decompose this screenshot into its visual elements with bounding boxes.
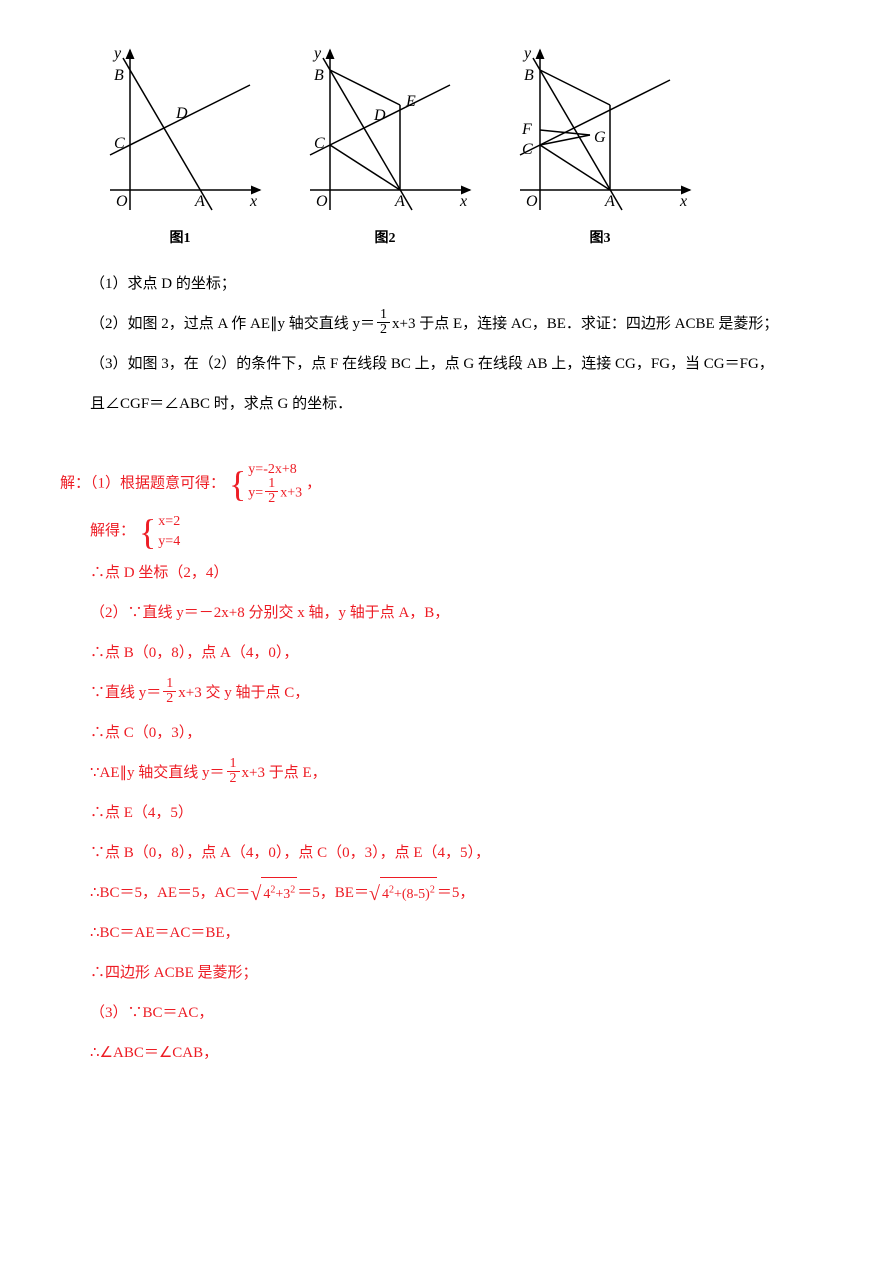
system-1: {y=-2x+8y=12x+3 [229,460,302,509]
solution-4: （2）∵直线 y＝－2x+8 分别交 x 轴，y 轴于点 A，B， [60,595,832,631]
problem-1: （1）求点 D 的坐标； [60,266,832,302]
solution-15-text: ∴∠ABC＝∠CAB， [90,1045,218,1061]
solution-8-text-b: x+3 于点 E， [242,765,327,781]
solution-4-text: （2）∵直线 y＝－2x+8 分别交 x 轴，y 轴于点 A，B， [90,605,449,621]
svg-text:B: B [524,67,534,84]
problem-3-text-a: （3）如图 3，在（2）的条件下，点 F 在线段 BC 上，点 G 在线段 AB… [90,356,774,372]
figure-2-caption: 图2 [375,222,396,256]
solution-14: （3）∵BC＝AC， [60,995,832,1031]
fraction-half-3: 12 [163,677,176,706]
solution-1: 解：（1）根据题意可得：{y=-2x+8y=12x+3， [60,460,832,509]
svg-text:G: G [594,129,606,146]
sys2-bot: y=4 [158,532,180,552]
figure-2: y B C O A x D E 图2 [290,40,480,256]
solution-7: ∴点 C（0，3）， [60,715,832,751]
figures-row: y B C O A x D 图1 [60,40,832,256]
solution-15: ∴∠ABC＝∠CAB， [60,1035,832,1071]
svg-text:O: O [116,193,128,210]
figure-1-caption: 图1 [170,222,191,256]
svg-text:y: y [312,45,322,62]
svg-text:A: A [604,193,615,210]
svg-text:A: A [194,193,205,210]
solution-6: ∵直线 y＝12x+3 交 y 轴于点 C， [60,675,832,711]
solution-6-text-b: x+3 交 y 轴于点 C， [178,685,309,701]
solution-11-text-c: ＝5， [437,885,475,901]
svg-text:y: y [112,45,122,62]
svg-text:x: x [459,193,467,210]
sqrt-1-body: 42+32 [261,877,297,912]
solution-1-text: 解：（1）根据题意可得： [60,475,225,491]
figure-3-caption: 图3 [590,222,611,256]
svg-text:O: O [526,193,538,210]
sqrt-2-body: 42+(8-5)2 [380,877,437,912]
problem-2: （2）如图 2，过点 A 作 AE∥y 轴交直线 y＝12x+3 于点 E，连接… [60,306,832,342]
svg-text:B: B [114,67,124,84]
solution-12: ∴BC＝AE＝AC＝BE， [60,915,832,951]
svg-text:D: D [175,105,188,122]
solution-10: ∵点 B（0，8），点 A（4，0），点 C（0，3），点 E（4，5）， [60,835,832,871]
solution-11-text-b: ＝5，BE＝ [297,885,369,901]
sqrt-icon-2: √ [369,884,380,904]
solution-14-text: （3）∵BC＝AC， [90,1005,213,1021]
solution-9-text: ∴点 E（4，5） [90,805,193,821]
solution-12-text: ∴BC＝AE＝AC＝BE， [90,925,240,941]
solution-11-text-a: ∴BC＝5，AE＝5，AC＝ [90,885,250,901]
svg-text:F: F [521,121,532,138]
solution-7-text: ∴点 C（0，3）， [90,725,201,741]
problem-3b: 且∠CGF＝∠ABC 时，求点 G 的坐标． [60,386,832,422]
figure-3: y B F C O A x G 图3 [500,40,700,256]
solution-8-text-a: ∵AE∥y 轴交直线 y＝ [90,765,225,781]
solution-2: 解得：{x=2y=4 [60,512,832,551]
solution-13: ∴四边形 ACBE 是菱形； [60,955,832,991]
svg-text:C: C [114,135,125,152]
solution-5-text: ∴点 B（0，8），点 A（4，0）， [90,645,298,661]
problem-2-text-a: （2）如图 2，过点 A 作 AE∥y 轴交直线 y＝ [90,316,375,332]
solution-10-text: ∵点 B（0，8），点 A（4，0），点 C（0，3），点 E（4，5）， [90,845,490,861]
svg-text:E: E [405,93,416,110]
comma: ， [306,475,321,491]
svg-text:B: B [314,67,324,84]
problem-3a: （3）如图 3，在（2）的条件下，点 F 在线段 BC 上，点 G 在线段 AB… [60,346,832,382]
svg-text:x: x [249,193,257,210]
solution-5: ∴点 B（0，8），点 A（4，0）， [60,635,832,671]
svg-text:A: A [394,193,405,210]
svg-text:x: x [679,193,687,210]
problem-3-text-b: 且∠CGF＝∠ABC 时，求点 G 的坐标． [90,396,352,412]
fraction-half: 12 [377,308,390,337]
solution-9: ∴点 E（4，5） [60,795,832,831]
svg-text:O: O [316,193,328,210]
sqrt-2: √42+(8-5)2 [369,877,437,912]
solution-13-text: ∴四边形 ACBE 是菱形； [90,965,258,981]
figure-2-svg: y B C O A x D E [290,40,480,220]
solution-2-text: 解得： [90,523,135,539]
solution-3: ∴点 D 坐标（2，4） [60,555,832,591]
svg-text:C: C [522,141,533,158]
fraction-half-2: 12 [265,477,278,506]
sqrt-1: √42+32 [250,877,297,912]
sys1-bot-a: y= [248,486,263,501]
svg-text:D: D [373,107,386,124]
figure-1-svg: y B C O A x D [90,40,270,220]
solution-11: ∴BC＝5，AE＝5，AC＝√42+32＝5，BE＝√42+(8-5)2＝5， [60,875,832,911]
svg-text:y: y [522,45,532,62]
sqrt-icon: √ [250,884,261,904]
brace-icon-2: { [139,514,156,550]
figure-3-svg: y B F C O A x G [500,40,700,220]
spacer [60,426,832,456]
solution-3-text: ∴点 D 坐标（2，4） [90,565,228,581]
solution-8: ∵AE∥y 轴交直线 y＝12x+3 于点 E， [60,755,832,791]
sys1-bot-b: x+3 [280,486,302,501]
sys2-top: x=2 [158,512,180,532]
figure-1: y B C O A x D 图1 [90,40,270,256]
svg-text:C: C [314,135,325,152]
system-2: {x=2y=4 [139,512,180,551]
fraction-half-4: 12 [227,757,240,786]
brace-icon: { [229,466,246,502]
solution-6-text-a: ∵直线 y＝ [90,685,161,701]
problem-1-text: （1）求点 D 的坐标； [90,276,236,292]
problem-2-text-b: x+3 于点 E，连接 AC，BE．求证：四边形 ACBE 是菱形； [392,316,778,332]
